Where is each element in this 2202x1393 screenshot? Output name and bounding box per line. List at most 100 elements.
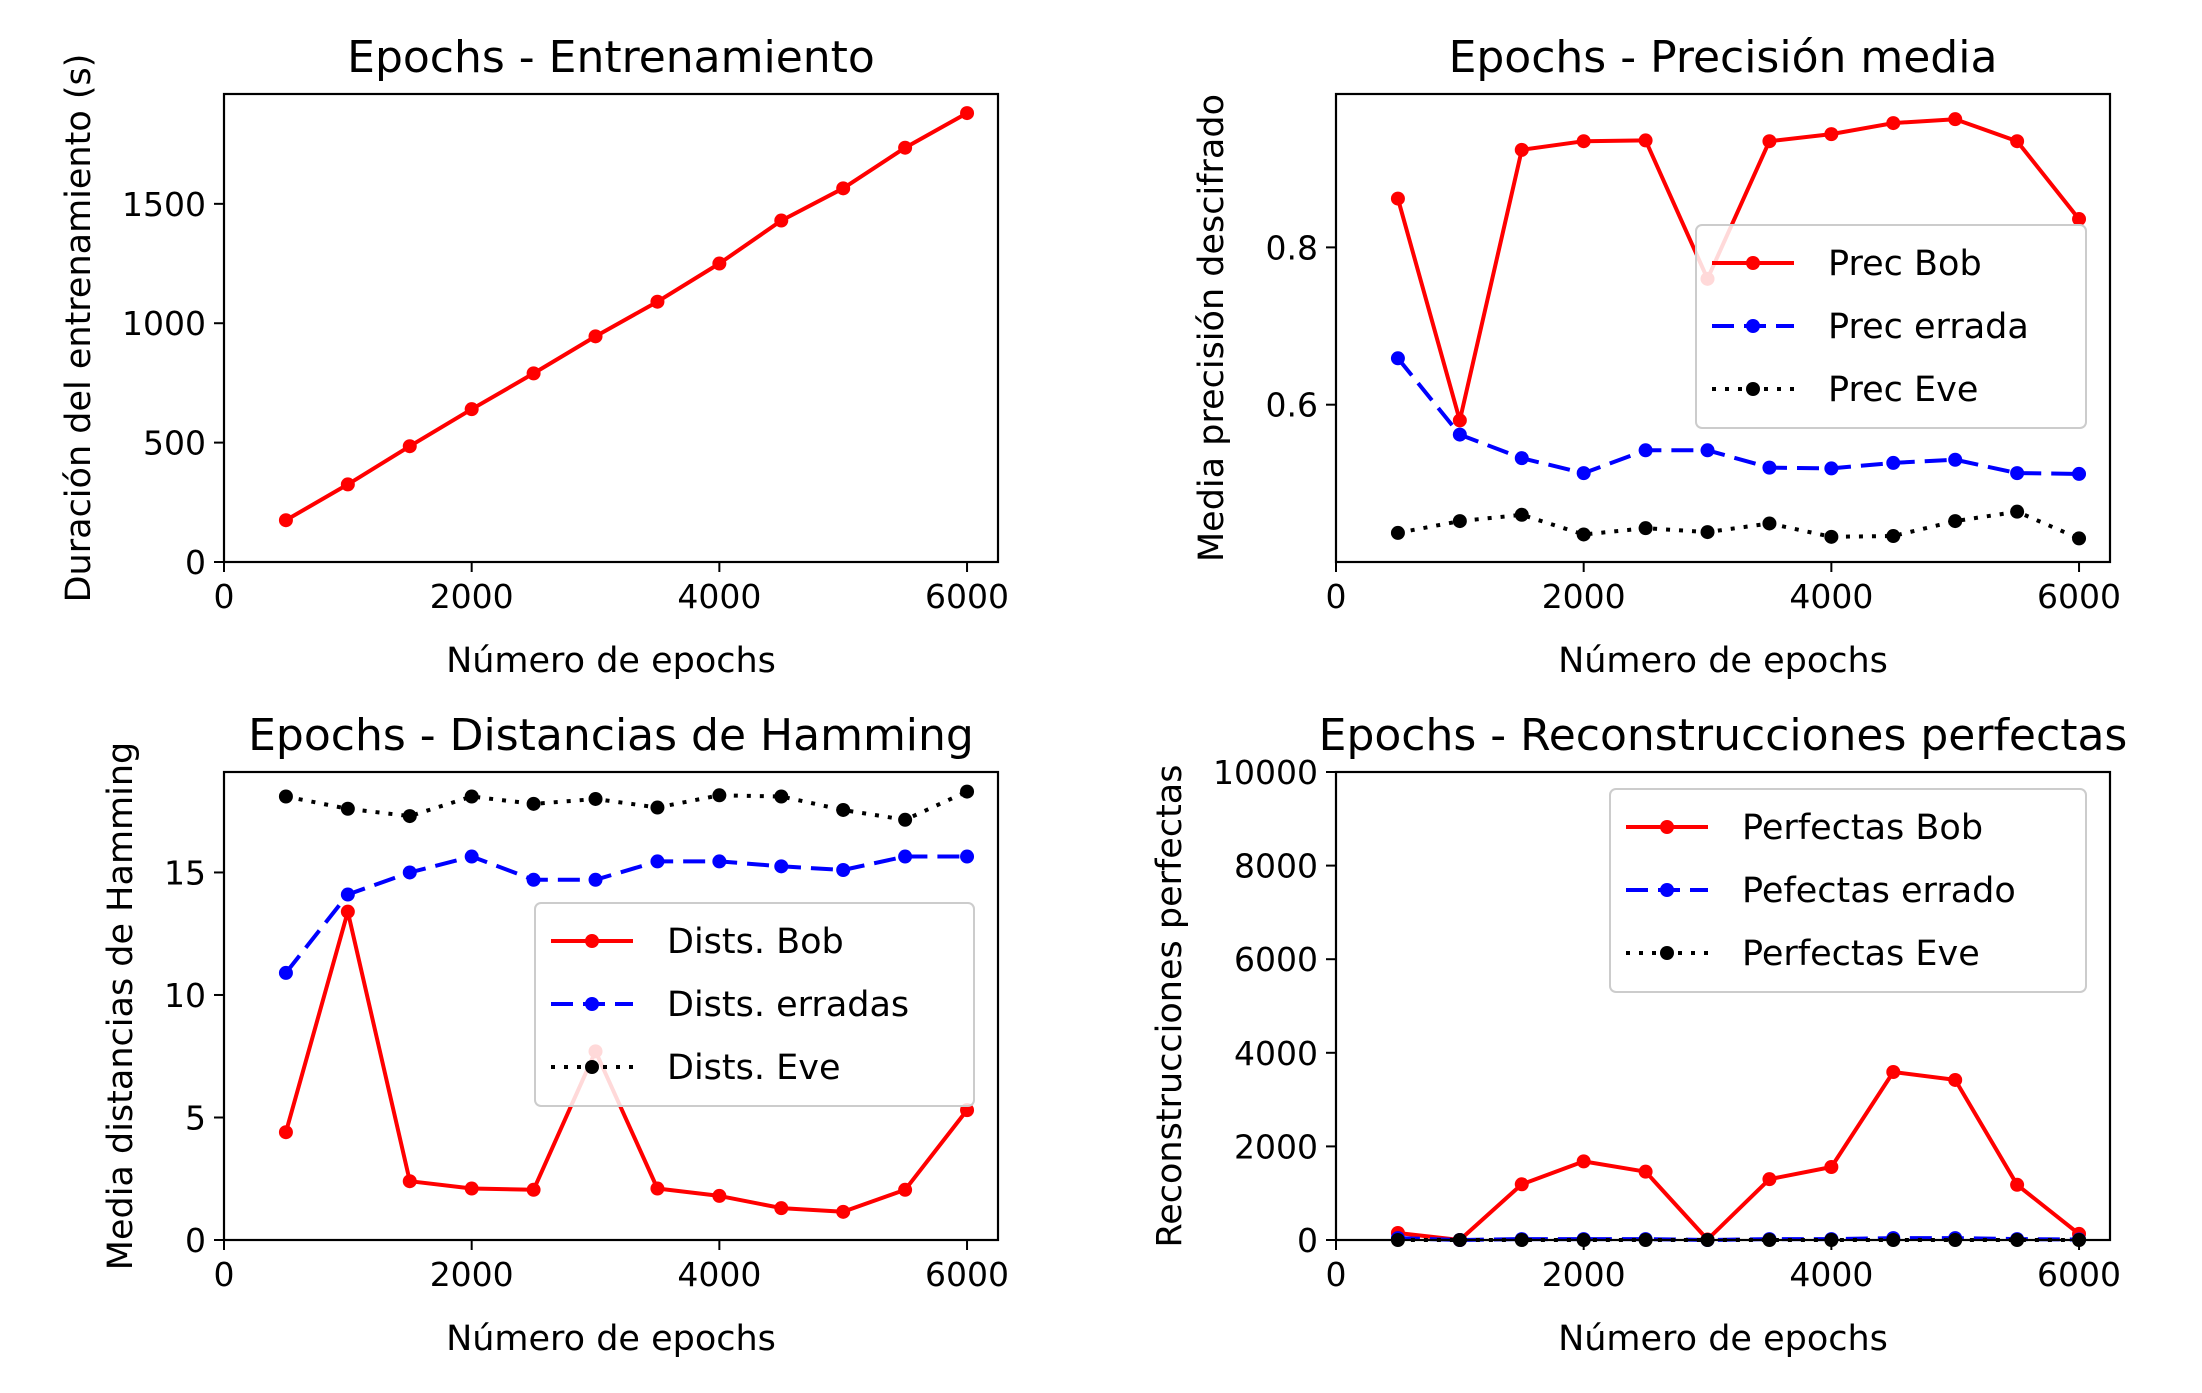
data-point xyxy=(1452,413,1467,428)
series-line xyxy=(1395,117,2081,423)
x-tick-label: 6000 xyxy=(2037,1255,2121,1294)
data-point xyxy=(1762,460,1777,475)
data-point xyxy=(2072,212,2087,227)
data-point xyxy=(1700,443,1715,458)
data-point xyxy=(1948,514,1963,529)
data-point xyxy=(464,402,479,417)
x-tick-label: 6000 xyxy=(925,577,1009,616)
data-point xyxy=(836,802,851,817)
data-point xyxy=(526,796,541,811)
series-1 xyxy=(1390,112,2087,428)
axes-frame xyxy=(222,770,1000,1242)
data-point xyxy=(1576,527,1591,542)
plot-area xyxy=(1390,1064,2087,1247)
legend: Prec Bob Prec errada Prec Eve xyxy=(1695,224,2087,429)
data-point xyxy=(1948,112,1963,127)
x-tick-label: 2000 xyxy=(1542,1255,1626,1294)
x-tick-label: 6000 xyxy=(925,1255,1009,1294)
x-tick-label: 2000 xyxy=(1542,577,1626,616)
data-point xyxy=(1762,134,1777,149)
x-tick-label: 0 xyxy=(214,577,235,616)
data-point xyxy=(898,140,913,155)
data-point xyxy=(340,904,355,919)
data-point xyxy=(1390,351,1405,366)
data-point xyxy=(464,1181,479,1196)
data-point xyxy=(1514,142,1529,157)
data-point xyxy=(1390,525,1405,540)
y-tick-label: 0 xyxy=(185,543,206,582)
legend-entry: Dists. erradas xyxy=(667,985,909,1025)
legend-entry: Dists. Bob xyxy=(667,922,844,962)
data-point xyxy=(464,849,479,864)
data-point xyxy=(1886,455,1901,470)
y-tick-label: 0 xyxy=(185,1221,206,1260)
data-point xyxy=(588,872,603,887)
y-tick-label: 0.6 xyxy=(1266,386,1318,425)
legend-marker xyxy=(585,997,599,1011)
y-tick-label: 4000 xyxy=(1234,1034,1318,1073)
series-3 xyxy=(278,784,975,827)
data-point xyxy=(402,1174,417,1189)
y-tick-label: 10 xyxy=(164,976,206,1015)
data-point xyxy=(402,809,417,824)
data-point xyxy=(712,788,727,803)
data-point xyxy=(1638,443,1653,458)
series-1 xyxy=(278,106,975,528)
data-point xyxy=(2010,134,2025,149)
series-line xyxy=(283,909,969,1214)
data-point xyxy=(1452,427,1467,442)
data-point xyxy=(960,849,975,864)
legend-box xyxy=(534,902,975,1107)
chart-panel-1: Epochs - Entrenamiento 0 2000 4000 6000 0 500 1… xyxy=(59,32,1009,681)
axes-frame xyxy=(222,92,1000,564)
data-point xyxy=(588,329,603,344)
y-tick-label: 6000 xyxy=(1234,940,1318,979)
y-axis-label: Reconstrucciones perfectas xyxy=(1150,765,1190,1248)
data-point xyxy=(1576,134,1591,149)
data-point xyxy=(340,887,355,902)
data-point xyxy=(1948,1072,1963,1087)
x-axis-label: Número de epochs xyxy=(1558,641,1888,681)
data-point xyxy=(836,1204,851,1219)
data-point xyxy=(712,854,727,869)
legend: Dists. Bob Dists. erradas Dists. Eve xyxy=(534,902,975,1107)
data-point xyxy=(2010,466,2025,481)
data-point xyxy=(1824,127,1839,142)
x-axis-label: Número de epochs xyxy=(446,641,776,681)
data-point xyxy=(1638,133,1653,148)
legend-marker xyxy=(1660,820,1674,834)
data-point xyxy=(774,859,789,874)
data-point xyxy=(402,865,417,880)
legend-marker xyxy=(1746,319,1760,333)
x-tick-label: 6000 xyxy=(2037,577,2121,616)
data-point xyxy=(2010,504,2025,519)
data-point xyxy=(278,789,293,804)
legend-marker xyxy=(1660,883,1674,897)
y-tick-label: 5 xyxy=(185,1098,206,1137)
legend-marker xyxy=(585,934,599,948)
data-point xyxy=(712,1188,727,1203)
data-point xyxy=(526,872,541,887)
legend-marker xyxy=(1660,946,1674,960)
data-point xyxy=(1452,514,1467,529)
data-point xyxy=(898,849,913,864)
chart-title: Epochs - Entrenamiento xyxy=(347,32,875,83)
legend-marker xyxy=(585,1060,599,1074)
legend-entry: Perfectas Eve xyxy=(1742,934,1980,974)
x-tick-label: 4000 xyxy=(677,577,761,616)
x-axis-label: Número de epochs xyxy=(1558,1319,1888,1359)
data-point xyxy=(774,789,789,804)
y-tick-label: 500 xyxy=(143,424,206,463)
data-point xyxy=(960,784,975,799)
x-tick-label: 2000 xyxy=(430,1255,514,1294)
data-point xyxy=(340,477,355,492)
data-point xyxy=(278,513,293,528)
chart-title: Epochs - Reconstrucciones perfectas xyxy=(1319,710,2128,761)
data-point xyxy=(1824,461,1839,476)
series-2 xyxy=(1390,351,2087,481)
data-point xyxy=(1824,529,1839,544)
y-axis-label: Media distancias de Hamming xyxy=(101,742,141,1271)
data-point xyxy=(1390,191,1405,206)
y-tick-label: 10000 xyxy=(1213,753,1318,792)
